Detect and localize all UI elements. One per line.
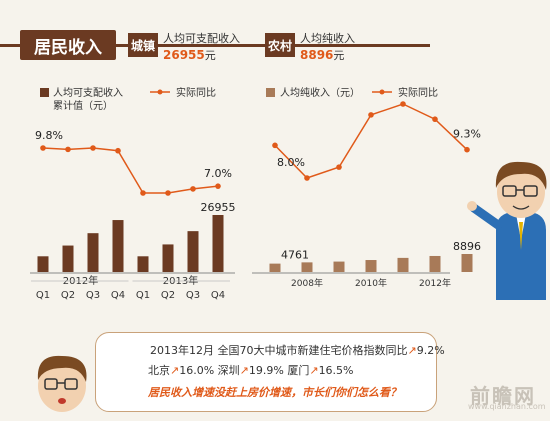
city2-name: 深圳 <box>217 364 240 377</box>
left-line-point <box>140 190 146 196</box>
right-line-point <box>432 116 438 123</box>
watermark-logo: 前瞻网 <box>470 384 536 408</box>
presenter-character-illustration <box>467 161 547 300</box>
left-legend-bar-swatch <box>40 88 49 97</box>
worried-character-illustration <box>37 355 87 412</box>
left-line-point <box>40 145 46 151</box>
right-bar <box>365 260 377 272</box>
up-arrow-icon: ↗ <box>309 364 319 377</box>
right-chart: 4761 8896 2008年 2010年 2012年 8.0% 9.3% <box>269 101 481 289</box>
right-line-point <box>368 112 374 118</box>
right-legend-bar-swatch <box>266 88 275 97</box>
left-bar <box>187 231 199 272</box>
left-x-tick-label: Q3 <box>186 290 200 301</box>
left-line-point <box>165 190 171 196</box>
left-bar-label: 26955 <box>201 201 236 214</box>
urban-unit: 元 <box>204 49 216 62</box>
right-bar <box>269 263 281 272</box>
city3-value: 16.5% <box>318 364 354 377</box>
urban-tag: 城镇 <box>128 33 158 57</box>
watermark-url: www.qianzhan.com <box>468 402 546 411</box>
right-bar-label: 4761 <box>281 248 309 261</box>
left-legend-line-text: 实际同比 <box>176 86 216 99</box>
right-bar <box>429 255 441 272</box>
right-bar-label: 8896 <box>453 240 481 253</box>
bubble-line1: 2013年12月 全国70大中城市新建住宅价格指数同比↗9.2% <box>150 342 445 358</box>
left-x-tick-label: Q4 <box>111 290 125 301</box>
right-bar <box>301 262 313 272</box>
rural-unit: 元 <box>333 49 345 62</box>
left-bar <box>87 233 99 272</box>
left-line-point <box>115 147 121 154</box>
right-line-point <box>336 164 342 170</box>
left-x-tick-label: Q4 <box>211 290 225 301</box>
up-arrow-icon: ↗ <box>239 364 249 377</box>
right-x-tick-label: 2008年 <box>291 277 323 289</box>
left-x-tick-label: Q1 <box>136 290 150 301</box>
left-line-point <box>190 186 196 192</box>
city1-value: 16.0% <box>179 364 215 377</box>
right-line-point <box>272 142 278 149</box>
rural-label: 人均纯收入 <box>300 32 355 45</box>
right-line-point <box>400 101 406 107</box>
rural-tag: 农村 <box>265 33 295 57</box>
right-line-label: 8.0% <box>277 156 305 169</box>
left-bar <box>62 245 74 272</box>
rural-value: 8896 <box>300 48 334 62</box>
urban-label: 人均可支配收入 <box>163 32 240 45</box>
left-x-tick-label: Q2 <box>61 290 75 301</box>
left-bar <box>162 244 174 272</box>
right-bar <box>461 254 473 272</box>
up-arrow-icon: ↗ <box>407 344 417 357</box>
right-legend-bar-text: 人均纯收入（元） <box>280 86 360 99</box>
right-x-tick-label: 2012年 <box>419 277 451 289</box>
bubble-slogan: 居民收入增速没赶上房价增速，市长们你们怎么看？ <box>148 386 401 399</box>
city1-name: 北京 <box>148 364 170 377</box>
left-line-point <box>215 183 221 189</box>
left-x-tick-label: Q1 <box>36 290 50 301</box>
left-bar <box>137 256 149 272</box>
left-line-point <box>90 145 96 151</box>
right-legend-line-dot <box>379 89 385 95</box>
left-year-label: 2013年 <box>163 274 198 287</box>
right-bar <box>333 261 345 272</box>
left-legend-line-dot <box>157 89 163 95</box>
title-rule <box>0 44 430 47</box>
left-year-label: 2012年 <box>63 274 98 287</box>
left-legend-bar-text2: 累计值（元） <box>53 99 113 112</box>
urban-value: 26955 <box>163 48 205 62</box>
left-line-series <box>42 147 219 194</box>
section-title: 居民收入 <box>20 30 116 60</box>
right-bar <box>397 257 409 272</box>
bubble-line1-text: 2013年12月 全国70大中城市新建住宅价格指数同比 <box>150 344 408 357</box>
rural-value-wrap: 8896元 <box>300 44 344 63</box>
bubble-line1-value: 9.2% <box>416 344 445 357</box>
right-x-tick-label: 2010年 <box>355 277 387 289</box>
left-x-tick-label: Q3 <box>86 290 100 301</box>
right-line-point <box>464 146 470 153</box>
bubble-line2: 北京↗16.0% 深圳↗19.9% 厦门↗16.5% <box>148 362 354 378</box>
urban-value-wrap: 26955元 <box>163 44 216 63</box>
left-bar <box>212 215 224 272</box>
right-legend-line-text: 实际同比 <box>398 86 438 99</box>
right-line-label: 9.3% <box>453 128 481 141</box>
left-legend-bar-text1: 人均可支配收入 <box>53 86 123 99</box>
city2-value: 19.9% <box>248 364 284 377</box>
up-arrow-icon: ↗ <box>170 364 180 377</box>
left-x-tick-label: Q2 <box>161 290 175 301</box>
left-chart: Q1 Q2 Q3 Q4 Q1 Q2 Q3 Q4 26955 9.8% 7.0% 2012年 2013年 <box>31 129 236 301</box>
left-line-point <box>65 146 71 153</box>
city3-name: 厦门 <box>287 364 310 377</box>
left-bar <box>112 220 124 272</box>
left-line-label: 7.0% <box>204 167 232 180</box>
right-line-point <box>304 175 310 181</box>
left-line-label: 9.8% <box>35 129 63 142</box>
comment-bubble <box>95 332 437 412</box>
left-bar <box>37 256 49 272</box>
